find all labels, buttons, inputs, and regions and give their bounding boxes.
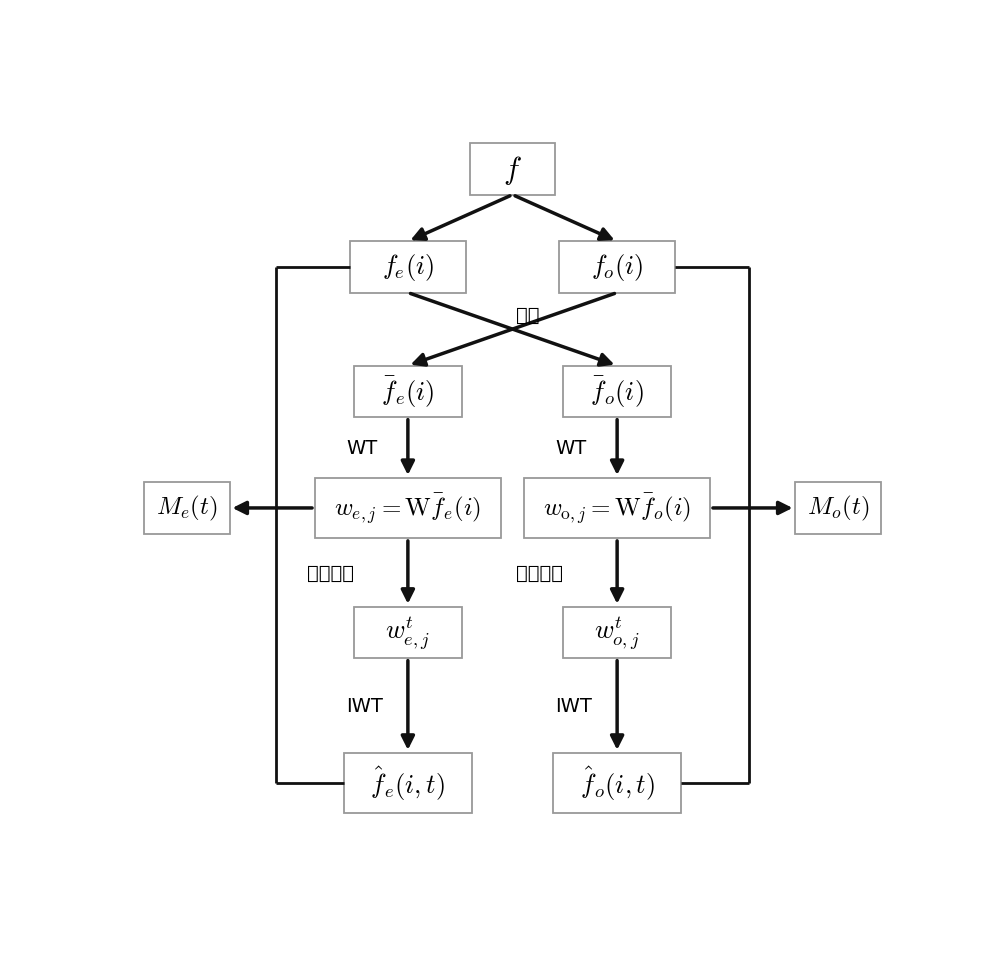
Bar [563, 366, 671, 417]
Text: IWT: IWT [555, 696, 592, 715]
Text: $\bar{f}_e(i)$: $\bar{f}_e(i)$ [381, 374, 435, 409]
Text: WT: WT [555, 439, 586, 457]
Bar [524, 479, 710, 538]
Text: $\hat{f}_o(i,t)$: $\hat{f}_o(i,t)$ [580, 764, 655, 802]
Text: $M_e(t)$: $M_e(t)$ [156, 494, 218, 523]
Text: $w_{e,j} = \mathrm{W}\bar{f}_e(i)$: $w_{e,j} = \mathrm{W}\bar{f}_e(i)$ [334, 491, 481, 526]
Text: $\bar{f}_o(i)$: $\bar{f}_o(i)$ [590, 374, 644, 409]
Bar [354, 607, 462, 658]
Bar [315, 479, 501, 538]
Text: IWT: IWT [346, 696, 383, 715]
Text: $w_{\mathrm{o},j} = \mathrm{W}\bar{f}_o(i)$: $w_{\mathrm{o},j} = \mathrm{W}\bar{f}_o(… [543, 491, 691, 526]
Bar [144, 483, 230, 534]
Text: 插値: 插値 [516, 305, 540, 324]
Bar [344, 753, 472, 813]
Bar [470, 145, 555, 195]
Text: $f_o(i)$: $f_o(i)$ [591, 252, 643, 283]
Text: $w^{t}_{e,j}$: $w^{t}_{e,j}$ [385, 614, 430, 651]
Bar [563, 607, 671, 658]
Bar [553, 753, 681, 813]
Text: 阈値处理: 阈値处理 [307, 564, 354, 582]
Text: $M_o(t)$: $M_o(t)$ [807, 494, 869, 523]
Bar [350, 242, 466, 293]
Text: $\hat{f}_e(i,t)$: $\hat{f}_e(i,t)$ [370, 764, 445, 802]
Text: WT: WT [346, 439, 377, 457]
Bar [795, 483, 881, 534]
Text: $f$: $f$ [503, 153, 522, 187]
Text: $f_e(i)$: $f_e(i)$ [382, 252, 434, 283]
Bar [354, 366, 462, 417]
Bar [559, 242, 675, 293]
Text: 阈値处理: 阈値处理 [516, 564, 563, 582]
Text: $w^{t}_{o,j}$: $w^{t}_{o,j}$ [594, 614, 640, 651]
